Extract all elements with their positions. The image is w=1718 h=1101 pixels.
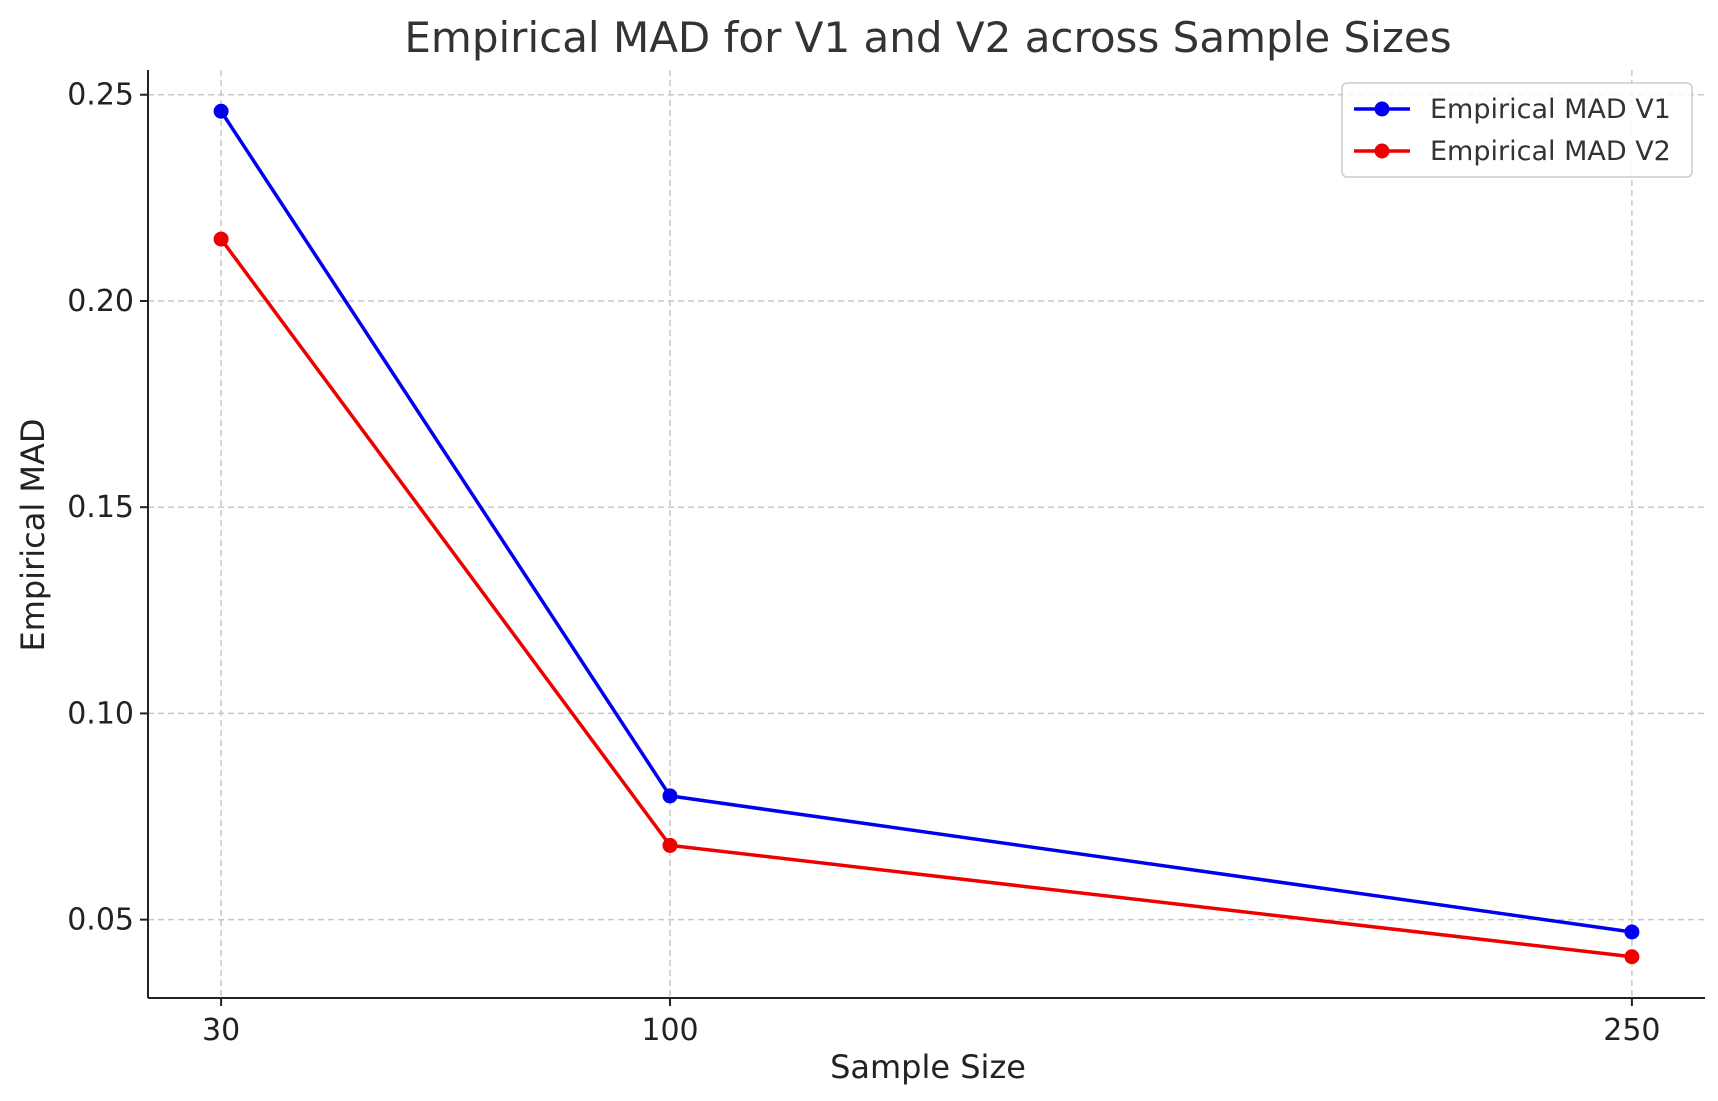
- legend-swatch-marker-2: [1374, 143, 1390, 159]
- grid-lines: [148, 70, 1705, 998]
- legend-item-2: Empirical MAD V2: [1354, 136, 1671, 167]
- series-1-point-30: [213, 103, 229, 119]
- series-1: [213, 103, 1640, 940]
- y-tick-label-0.05: 0.05: [67, 903, 134, 938]
- y-axis-label: Empirical MAD: [14, 418, 52, 651]
- legend-item-1: Empirical MAD V1: [1354, 94, 1671, 125]
- series-2: [213, 231, 1640, 965]
- legend: Empirical MAD V1 Empirical MAD V2: [1341, 82, 1693, 178]
- x-tick-label-100: 100: [641, 1013, 698, 1048]
- data-series: [213, 103, 1640, 965]
- series-1-point-100: [662, 788, 678, 804]
- legend-swatch-marker-1: [1374, 101, 1390, 117]
- series-2-point-250: [1624, 949, 1640, 965]
- y-tick-label-0.20: 0.20: [67, 284, 134, 319]
- y-tick-label-0.15: 0.15: [67, 490, 134, 525]
- y-tick-label-0.10: 0.10: [67, 696, 134, 731]
- y-tick-label-0.25: 0.25: [67, 78, 134, 113]
- series-1-point-250: [1624, 924, 1640, 940]
- legend-label-1: Empirical MAD V1: [1430, 94, 1671, 125]
- series-1-line: [219, 110, 1633, 934]
- chart-title: Empirical MAD for V1 and V2 across Sampl…: [404, 13, 1451, 62]
- legend-label-2: Empirical MAD V2: [1430, 136, 1671, 167]
- series-2-point-100: [662, 837, 678, 853]
- x-tick-label-30: 30: [202, 1013, 240, 1048]
- x-axis-label: Sample Size: [830, 1048, 1026, 1086]
- series-2-point-30: [213, 231, 229, 247]
- legend-frame: [1341, 82, 1693, 178]
- axes: [147, 70, 1705, 999]
- tick-labels: 30 100 250 0.05 0.10 0.15 0.20 0.25: [67, 78, 1660, 1048]
- series-2-line: [219, 238, 1633, 959]
- x-tick-label-250: 250: [1603, 1013, 1660, 1048]
